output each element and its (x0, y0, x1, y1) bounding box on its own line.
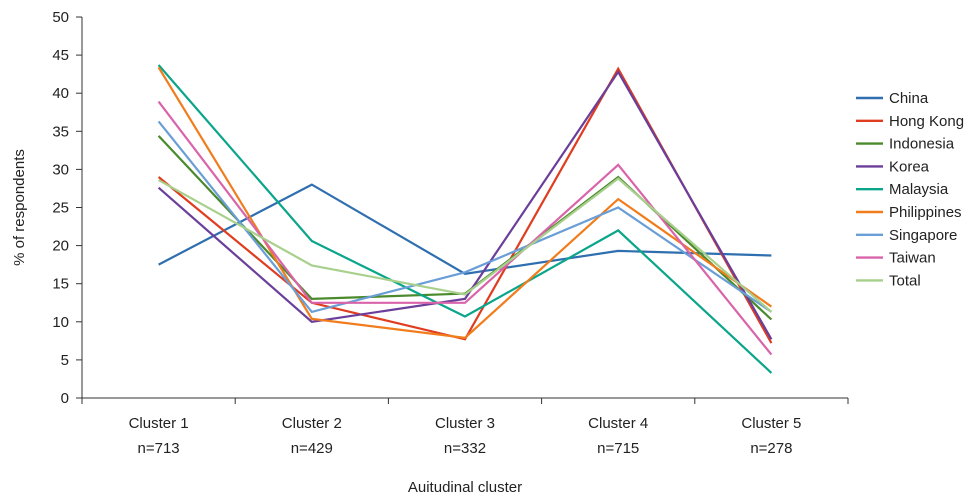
x-tick-label: Cluster 5 (741, 415, 801, 432)
legend-label-malaysia: Malaysia (889, 181, 949, 198)
x-axis-title: Auitudinal cluster (408, 479, 522, 496)
legend-label-taiwan: Taiwan (889, 250, 936, 267)
legend-label-total: Total (889, 272, 921, 289)
y-tick-label: 45 (52, 47, 69, 64)
y-tick-label: 25 (52, 200, 69, 217)
x-tick-sample-size: n=715 (597, 440, 639, 457)
series-line-china (158, 183, 772, 275)
series-line-singapore (157, 120, 773, 314)
legend-label-indonesia: Indonesia (889, 136, 955, 153)
x-tick-label: Cluster 1 (129, 415, 189, 432)
y-tick-label: 50 (52, 9, 69, 26)
x-tick-sample-size: n=332 (444, 440, 486, 457)
legend: China Hong Kong Indonesia Korea Malaysia Phil… (856, 90, 964, 289)
x-tick-label: Cluster 3 (435, 415, 495, 432)
y-tick-label: 5 (61, 352, 69, 369)
legend-label-korea: Korea (889, 158, 930, 175)
legend-label-philippines: Philippines (889, 204, 962, 221)
series-line-total (158, 177, 773, 313)
x-tick-sample-size: n=278 (750, 440, 792, 457)
y-tick-label: 40 (52, 85, 69, 102)
y-tick-label: 30 (52, 161, 69, 178)
y-tick-label: 0 (61, 390, 69, 407)
legend-label-china: China (889, 90, 929, 107)
x-tick-label: Cluster 2 (282, 415, 342, 432)
y-tick-label: 20 (52, 238, 69, 255)
series-line-korea (157, 69, 773, 340)
y-tick-label: 10 (52, 314, 69, 331)
y-axis-title: % of respondents (11, 149, 28, 266)
legend-label-hong-kong: Hong Kong (889, 113, 964, 130)
x-tick-label: Cluster 4 (588, 415, 648, 432)
y-tick-label: 15 (52, 276, 69, 293)
legend-label-singapore: Singapore (889, 227, 957, 244)
axes: 0 5 10 15 20 25 30 35 40 45 50 Cluster 1 n=713 Cluste… (52, 9, 849, 457)
x-tick-sample-size: n=429 (291, 440, 333, 457)
series-lines (157, 64, 773, 374)
y-tick-label: 35 (52, 123, 69, 140)
x-tick-sample-size: n=713 (138, 440, 180, 457)
series-line-indonesia (157, 135, 773, 321)
series-line-malaysia (157, 64, 773, 374)
